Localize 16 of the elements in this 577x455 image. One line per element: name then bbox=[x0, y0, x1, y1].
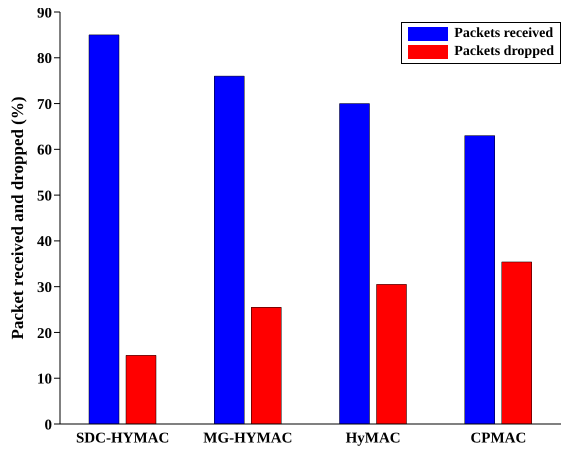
y-tick-label: 50 bbox=[37, 188, 52, 204]
legend-label: Packets received bbox=[454, 26, 554, 42]
x-tick-label: SDC-HYMAC bbox=[76, 430, 170, 447]
y-tick-label: 70 bbox=[37, 96, 52, 113]
y-tick-label: 30 bbox=[37, 280, 52, 296]
y-tick-label: 40 bbox=[37, 234, 52, 250]
y-tick-label: 20 bbox=[37, 326, 52, 342]
x-tick-label: CPMAC bbox=[470, 430, 526, 447]
legend-label: Packets dropped bbox=[454, 44, 554, 60]
y-tick-label: 80 bbox=[37, 51, 52, 68]
y-axis-title: Packet received and dropped (%) bbox=[8, 96, 28, 340]
y-tick-label: 0 bbox=[44, 417, 52, 434]
x-tick-label: HyMAC bbox=[346, 430, 401, 447]
x-tick-label: MG-HYMAC bbox=[203, 430, 292, 447]
y-tick-label: 60 bbox=[37, 142, 52, 159]
y-tick-label: 10 bbox=[37, 372, 52, 388]
